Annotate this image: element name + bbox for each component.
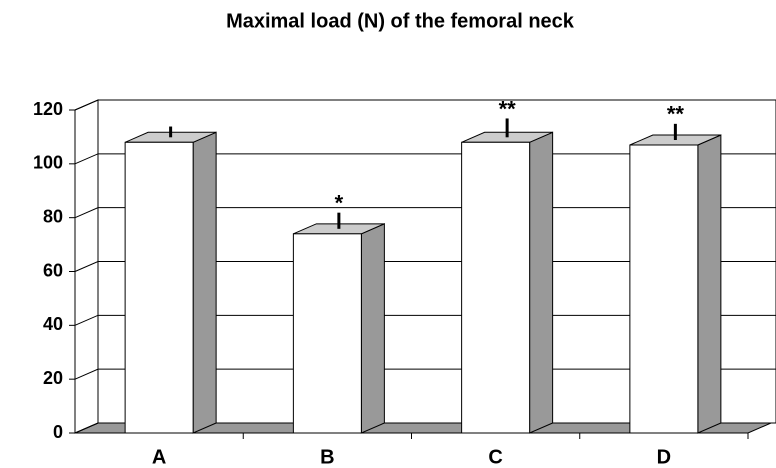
bar [124, 141, 194, 434]
y-tick-label: 120 [33, 99, 63, 119]
chart-title: Maximal load (N) of the femoral neck [226, 10, 575, 32]
y-tick-label: 80 [43, 206, 63, 226]
y-tick-label: 100 [33, 153, 63, 173]
y-tick-label: 60 [43, 260, 63, 280]
grid-line [74, 99, 776, 111]
bar-side [360, 223, 385, 434]
annotation: ** [667, 102, 685, 127]
x-tick-label: D [657, 446, 671, 468]
bar-side [697, 134, 722, 434]
y-tick-label: 0 [53, 422, 63, 442]
bar-side [529, 131, 554, 434]
x-tick-label: A [152, 446, 166, 468]
y-tick-label: 40 [43, 314, 63, 334]
y-tick-label: 20 [43, 368, 63, 388]
bar [461, 141, 531, 434]
x-tick-label: B [320, 446, 334, 468]
bar [292, 233, 362, 434]
bar [629, 144, 699, 434]
bar-side [192, 131, 217, 434]
x-tick-label: C [488, 446, 502, 468]
annotation: * [335, 190, 344, 215]
annotation: ** [499, 96, 517, 121]
